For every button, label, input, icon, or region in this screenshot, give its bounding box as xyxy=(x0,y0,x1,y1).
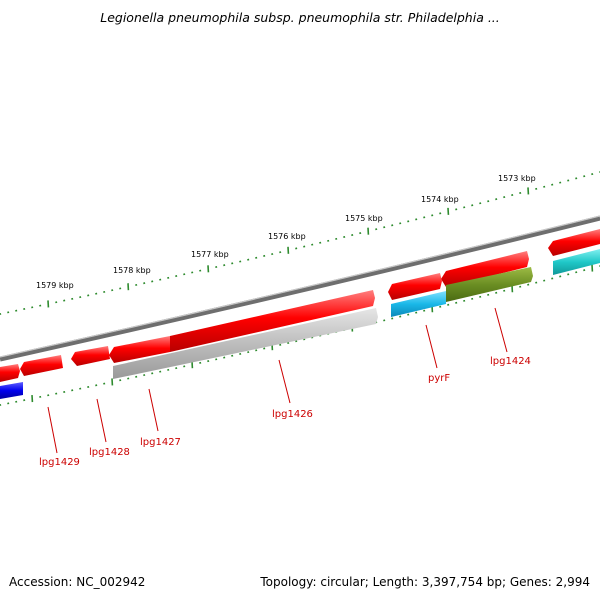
gene-feature xyxy=(170,290,375,352)
gene-feature xyxy=(441,251,529,287)
cds-features xyxy=(0,229,600,382)
kbp-label-1574: 1574 kbp xyxy=(421,195,459,204)
gene-label-pyrF: pyrF xyxy=(428,373,450,384)
outer-tick-ring xyxy=(0,171,600,315)
olive-feature xyxy=(446,267,533,302)
gene-feature xyxy=(109,336,170,363)
kbp-label-1577: 1577 kbp xyxy=(191,250,229,259)
kbp-label-1575: 1575 kbp xyxy=(345,214,383,223)
gene-feature xyxy=(548,229,600,256)
gene-labels: lpg1424 pyrF lpg1426 lpg1427 lpg1428 lpg… xyxy=(39,356,531,468)
kbp-label-1573: 1573 kbp xyxy=(498,174,536,183)
backbone-circle xyxy=(0,215,600,362)
accession-text: Accession: NC_002942 xyxy=(9,575,146,589)
gene-label-lpg1426: lpg1426 xyxy=(272,409,313,420)
kbp-label-1579: 1579 kbp xyxy=(36,281,74,290)
map-title: Legionella pneumophila subsp. pneumophil… xyxy=(100,10,500,25)
gene-label-lpg1424: lpg1424 xyxy=(490,356,531,367)
cyan-feature xyxy=(391,291,446,317)
genome-summary-text: Topology: circular; Length: 3,397,754 bp… xyxy=(260,575,590,589)
gene-label-lpg1428: lpg1428 xyxy=(89,447,130,458)
gene-feature xyxy=(71,346,110,366)
gene-label-lpg1427: lpg1427 xyxy=(140,437,181,448)
gene-label-lpg1429: lpg1429 xyxy=(39,457,80,468)
kbp-scale-labels: 1573 kbp 1574 kbp 1575 kbp 1576 kbp 1577… xyxy=(36,174,536,290)
kbp-label-1576: 1576 kbp xyxy=(268,232,306,241)
kbp-label-1578: 1578 kbp xyxy=(113,266,151,275)
gene-feature xyxy=(0,364,20,382)
teal-feature xyxy=(553,249,600,275)
gene-feature xyxy=(20,355,63,376)
gray-feature xyxy=(113,308,378,379)
other-features xyxy=(0,249,600,399)
blue-feature xyxy=(0,382,23,399)
label-leaders xyxy=(47,307,508,454)
gene-feature xyxy=(388,273,442,300)
